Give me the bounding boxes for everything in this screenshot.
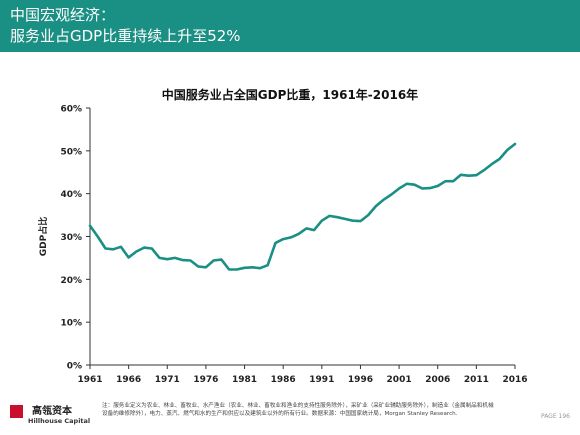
x-tick-label: 2001 — [387, 375, 412, 385]
x-tick-label: 1961 — [77, 375, 102, 385]
y-axis-title: GDP占比 — [37, 217, 49, 256]
x-tick-label: 1991 — [309, 375, 334, 385]
y-tick-label: 10% — [60, 319, 82, 329]
chart-title: 中国服务业占全国GDP比重，1961年-2016年 — [161, 88, 419, 102]
logo-chinese-name: 高瓴资本 — [32, 406, 72, 417]
y-tick-label: 0% — [67, 362, 82, 372]
x-tick-label: 2006 — [425, 375, 450, 385]
page-number: PAGE 196 — [540, 413, 570, 420]
y-tick-label: 20% — [60, 276, 82, 286]
y-tick-label: 60% — [60, 105, 82, 115]
x-tick-label: 1986 — [271, 375, 296, 385]
x-tick-label: 2011 — [464, 375, 489, 385]
footnote: 注：服务业定义为农业、林业、畜牧业、水产渔业（农业、林业、畜牧业和渔业的支持性服… — [102, 403, 494, 417]
x-tick-label: 1996 — [348, 375, 373, 385]
logo-mark-icon — [10, 405, 23, 418]
x-tick-label: 1966 — [116, 375, 141, 385]
series-line — [88, 142, 517, 271]
page-title-line-1: 中国宏观经济： — [10, 6, 116, 24]
y-tick-label: 30% — [60, 233, 82, 243]
y-tick-label: 40% — [60, 190, 82, 200]
logo-english-name: Hillhouse Capital — [28, 417, 91, 425]
header-banner: 中国宏观经济： 服务业占GDP比重持续上升至52% — [0, 0, 580, 52]
x-tick-label: 2016 — [502, 375, 527, 385]
x-tick-label: 1976 — [193, 375, 218, 385]
y-tick-label: 50% — [60, 147, 82, 157]
x-tick-label: 1971 — [155, 375, 180, 385]
x-tick-label: 1981 — [232, 375, 257, 385]
page-title-line-2: 服务业占GDP比重持续上升至52% — [10, 27, 241, 45]
